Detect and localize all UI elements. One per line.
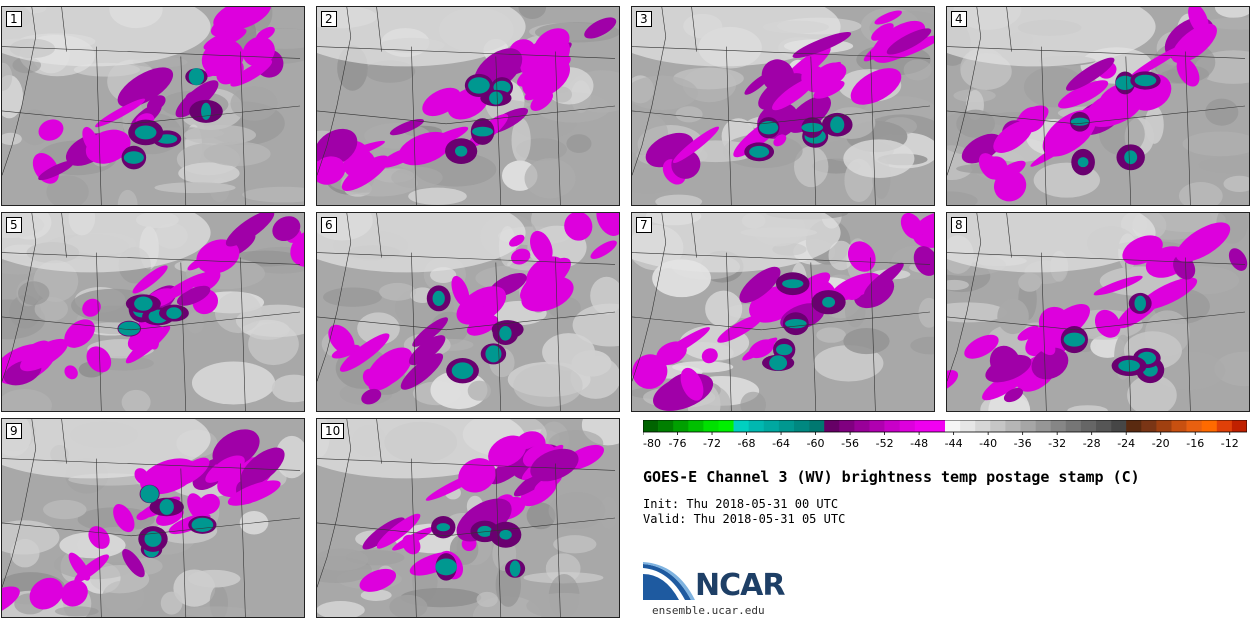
panel-number: 8 — [951, 217, 967, 233]
colorbar-swatch — [960, 420, 976, 432]
colorbar-tick-label: -76 — [669, 437, 687, 450]
colorbar: -80 -76 -72 -68 -64 -60 -56 -52 -48 -44 -40 -36 -32 -… — [643, 420, 1247, 450]
colorbar-swatch — [1050, 420, 1067, 432]
colorbar-swatch — [929, 420, 946, 432]
colorbar-tick-label: -24 — [1117, 437, 1135, 450]
colorbar-swatch — [1231, 420, 1247, 432]
figure-title: GOES-E Channel 3 (WV) brightness temp po… — [643, 468, 1140, 486]
colorbar-swatch — [673, 420, 689, 432]
map-panel-6: 6 — [316, 212, 620, 412]
colorbar-swatch — [763, 420, 780, 432]
colorbar-swatch — [643, 420, 659, 432]
colorbar-swatch — [1156, 420, 1172, 432]
colorbar-swatch — [884, 420, 900, 432]
map-panel-4: 4 — [946, 6, 1250, 206]
map-panel-5: 5 — [1, 212, 305, 412]
colorbar-swatch — [658, 420, 674, 432]
colorbar-swatch — [1096, 420, 1112, 432]
colorbar-swatch — [733, 420, 749, 432]
colorbar-tick-label: -68 — [738, 437, 756, 450]
colorbar-swatch — [1201, 420, 1218, 432]
colorbar-swatch — [975, 420, 991, 432]
map-panel-8: 8 — [946, 212, 1250, 412]
water-vapor-map — [632, 7, 934, 205]
panel-number: 3 — [636, 11, 652, 27]
colorbar-tick-label: -16 — [1186, 437, 1204, 450]
colorbar-tick-label: -72 — [703, 437, 721, 450]
valid-time: Valid: Thu 2018-05-31 05 UTC — [643, 512, 846, 526]
panel-number: 10 — [321, 423, 345, 439]
colorbar-swatch — [1020, 420, 1036, 432]
colorbar-swatch — [990, 420, 1006, 432]
colorbar-tick-label: -20 — [1152, 437, 1170, 450]
colorbar-swatch — [688, 420, 704, 432]
map-panel-9: 9 — [1, 418, 305, 618]
colorbar-swatch — [718, 420, 734, 432]
logo-url: ensemble.ucar.edu — [652, 604, 765, 617]
colorbar-swatch — [748, 420, 765, 432]
colorbar-swatch — [839, 420, 855, 432]
water-vapor-map — [947, 7, 1249, 205]
colorbar-swatch — [854, 420, 870, 432]
colorbar-swatch — [914, 420, 931, 432]
colorbar-swatch — [703, 420, 719, 432]
panel-number: 4 — [951, 11, 967, 27]
water-vapor-map — [317, 7, 619, 205]
colorbar-swatch — [1005, 420, 1021, 432]
colorbar-tick-label: -52 — [876, 437, 894, 450]
water-vapor-map — [632, 213, 934, 411]
colorbar-tick-label: -36 — [1014, 437, 1032, 450]
map-panel-10: 10 — [316, 418, 620, 618]
colorbar-tick-label: -28 — [1083, 437, 1101, 450]
init-time: Init: Thu 2018-05-31 00 UTC — [643, 497, 839, 511]
water-vapor-map — [317, 213, 619, 411]
colorbar-swatch — [824, 420, 840, 432]
colorbar-swatch — [1216, 420, 1233, 432]
colorbar-swatch — [869, 420, 885, 432]
colorbar-swatch — [1111, 420, 1127, 432]
colorbar-swatch — [1035, 420, 1051, 432]
colorbar-tick-label: -12 — [1221, 437, 1239, 450]
colorbar-swatch — [794, 420, 810, 432]
map-panel-1: 1 — [1, 6, 305, 206]
colorbar-swatch — [1186, 420, 1202, 432]
water-vapor-map — [2, 7, 304, 205]
map-panel-3: 3 — [631, 6, 935, 206]
colorbar-swatch — [809, 420, 825, 432]
ncar-logo-icon — [643, 562, 695, 600]
colorbar-tick-label: -44 — [945, 437, 963, 450]
panel-number: 1 — [6, 11, 22, 27]
panel-number: 6 — [321, 217, 337, 233]
colorbar-swatch — [1171, 420, 1187, 432]
panel-number: 2 — [321, 11, 337, 27]
colorbar-swatch — [1141, 420, 1157, 432]
colorbar-tick-label: -64 — [772, 437, 790, 450]
colorbar-tick-label: -48 — [910, 437, 928, 450]
colorbar-tick-label: -32 — [1048, 437, 1066, 450]
colorbar-swatch — [945, 420, 961, 432]
water-vapor-map — [2, 419, 304, 617]
colorbar-swatch — [778, 420, 795, 432]
map-panel-7: 7 — [631, 212, 935, 412]
colorbar-swatch — [1065, 420, 1082, 432]
colorbar-swatch — [899, 420, 916, 432]
water-vapor-map — [947, 213, 1249, 411]
colorbar-tick-label: -80 — [643, 437, 661, 450]
panel-number: 5 — [6, 217, 22, 233]
colorbar-tick-label: -60 — [807, 437, 825, 450]
colorbar-tick-label: -40 — [979, 437, 997, 450]
ncar-logo-text: NCAR — [695, 568, 785, 603]
water-vapor-map — [2, 213, 304, 411]
panel-number: 9 — [6, 423, 22, 439]
colorbar-swatch — [1080, 420, 1097, 432]
map-panel-2: 2 — [316, 6, 620, 206]
colorbar-swatch — [1126, 420, 1142, 432]
water-vapor-map — [317, 419, 619, 617]
panel-number: 7 — [636, 217, 652, 233]
colorbar-tick-label: -56 — [841, 437, 859, 450]
